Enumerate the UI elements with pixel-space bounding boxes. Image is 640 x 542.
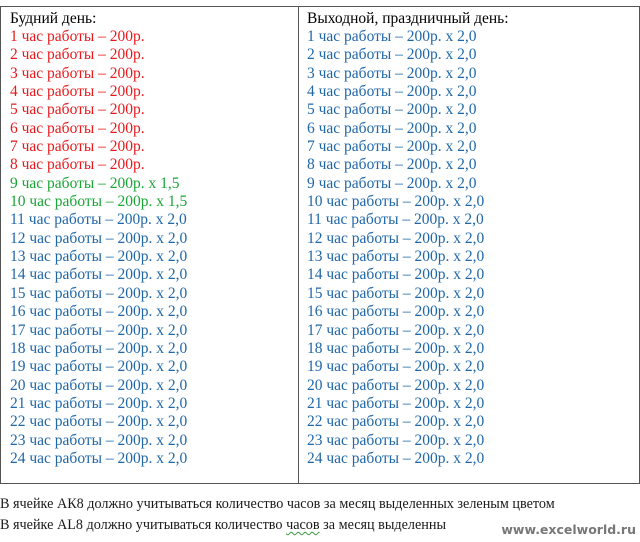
weekday-row: 11 час работы – 200р. х 2,0 [10, 211, 187, 229]
holiday-row: 23 час работы – 200р. х 2,0 [307, 431, 485, 449]
weekday-row: 10 час работы – 200р. х 1,5 [10, 193, 188, 211]
holiday-row: 4 час работы – 200р. х 2,0 [307, 83, 477, 101]
spellcheck-underlined-word: часов [286, 517, 320, 533]
holiday-row: 16 час работы – 200р. х 2,0 [307, 303, 485, 321]
weekday-row: 23 час работы – 200р. х 2,0 [10, 431, 188, 449]
holiday-row: 11 час работы – 200р. х 2,0 [307, 211, 484, 229]
weekday-row: 17 час работы – 200р. х 2,0 [10, 321, 188, 339]
holiday-row: 20 час работы – 200р. х 2,0 [307, 376, 485, 394]
holiday-row: 15 час работы – 200р. х 2,0 [307, 284, 485, 302]
holiday-row: 9 час работы – 200р. х 2,0 [307, 174, 477, 192]
weekday-row: 9 час работы – 200р. х 1,5 [10, 174, 180, 192]
holiday-row: 14 час работы – 200р. х 2,0 [307, 266, 485, 284]
weekday-row: 13 час работы – 200р. х 2,0 [10, 248, 188, 266]
wage-table: Будний день: 1 час работы – 200р. 2 час р… [0, 6, 640, 484]
note-al8-text-start: В ячейке AL8 должно учитываться количест… [0, 517, 287, 533]
holiday-row: 19 час работы – 200р. х 2,0 [307, 358, 485, 376]
holiday-row: 10 час работы – 200р. х 2,0 [307, 193, 485, 211]
weekday-row: 12 час работы – 200р. х 2,0 [10, 229, 188, 247]
weekday-row: 22 час работы – 200р. х 2,0 [10, 413, 188, 431]
holiday-row: 2 час работы – 200р. х 2,0 [307, 46, 477, 64]
holiday-row: 17 час работы – 200р. х 2,0 [307, 321, 485, 339]
holiday-row: 3 час работы – 200р. х 2,0 [307, 64, 477, 82]
weekday-row: 3 час работы – 200р. [10, 64, 145, 82]
holiday-row: 5 час работы – 200р. х 2,0 [307, 101, 477, 119]
weekday-row: 19 час работы – 200р. х 2,0 [10, 358, 188, 376]
holiday-rows: 1 час работы – 200р. х 2,0 2 час работы –… [307, 28, 639, 468]
weekday-row: 4 час работы – 200р. [10, 83, 145, 101]
weekday-row: 24 час работы – 200р. х 2,0 [10, 449, 188, 467]
holiday-column: Выходной, праздничный день: 1 час работы… [298, 7, 639, 483]
holiday-row: 6 час работы – 200р. х 2,0 [307, 119, 477, 137]
weekday-row: 8 час работы – 200р. [10, 156, 145, 174]
site-watermark: www.excelworld.ru [492, 518, 640, 542]
holiday-row: 13 час работы – 200р. х 2,0 [307, 248, 485, 266]
holiday-row: 18 час работы – 200р. х 2,0 [307, 339, 485, 357]
weekday-row: 15 час работы – 200р. х 2,0 [10, 284, 188, 302]
holiday-row: 1 час работы – 200р. х 2,0 [307, 28, 477, 45]
holiday-row: 7 час работы – 200р. х 2,0 [307, 138, 477, 156]
weekday-row: 7 час работы – 200р. [10, 138, 145, 156]
weekday-row: 14 час работы – 200р. х 2,0 [10, 266, 188, 284]
holiday-header: Выходной, праздничный день: [307, 10, 509, 27]
weekday-header: Будний день: [10, 10, 97, 27]
weekday-column: Будний день: 1 час работы – 200р. 2 час р… [1, 7, 299, 483]
note-al8-cell: В ячейке AL8 должно учитываться количест… [0, 517, 446, 534]
holiday-row: 12 час работы – 200р. х 2,0 [307, 229, 485, 247]
weekday-row: 6 час работы – 200р. [10, 119, 145, 137]
weekday-row: 5 час работы – 200р. [10, 101, 145, 119]
weekday-rows: 1 час работы – 200р. 2 час работы – 200р.… [10, 28, 298, 468]
weekday-row: 2 час работы – 200р. [10, 46, 145, 64]
note-green-cell: В ячейке АК8 должно учитываться количест… [0, 496, 555, 512]
note-al8-text-end: за месяц выделенны [319, 517, 447, 533]
weekday-row: 20 час работы – 200р. х 2,0 [10, 376, 188, 394]
weekday-row: 21 час работы – 200р. х 2,0 [10, 394, 188, 412]
weekday-row: 1 час работы – 200р. [10, 28, 145, 45]
weekday-row: 16 час работы – 200р. х 2,0 [10, 303, 188, 321]
holiday-row: 21 час работы – 200р. х 2,0 [307, 394, 485, 412]
weekday-row: 18 час работы – 200р. х 2,0 [10, 339, 188, 357]
holiday-row: 24 час работы – 200р. х 2,0 [307, 449, 485, 467]
holiday-row: 8 час работы – 200р. х 2,0 [307, 156, 477, 174]
holiday-row: 22 час работы – 200р. х 2,0 [307, 413, 485, 431]
